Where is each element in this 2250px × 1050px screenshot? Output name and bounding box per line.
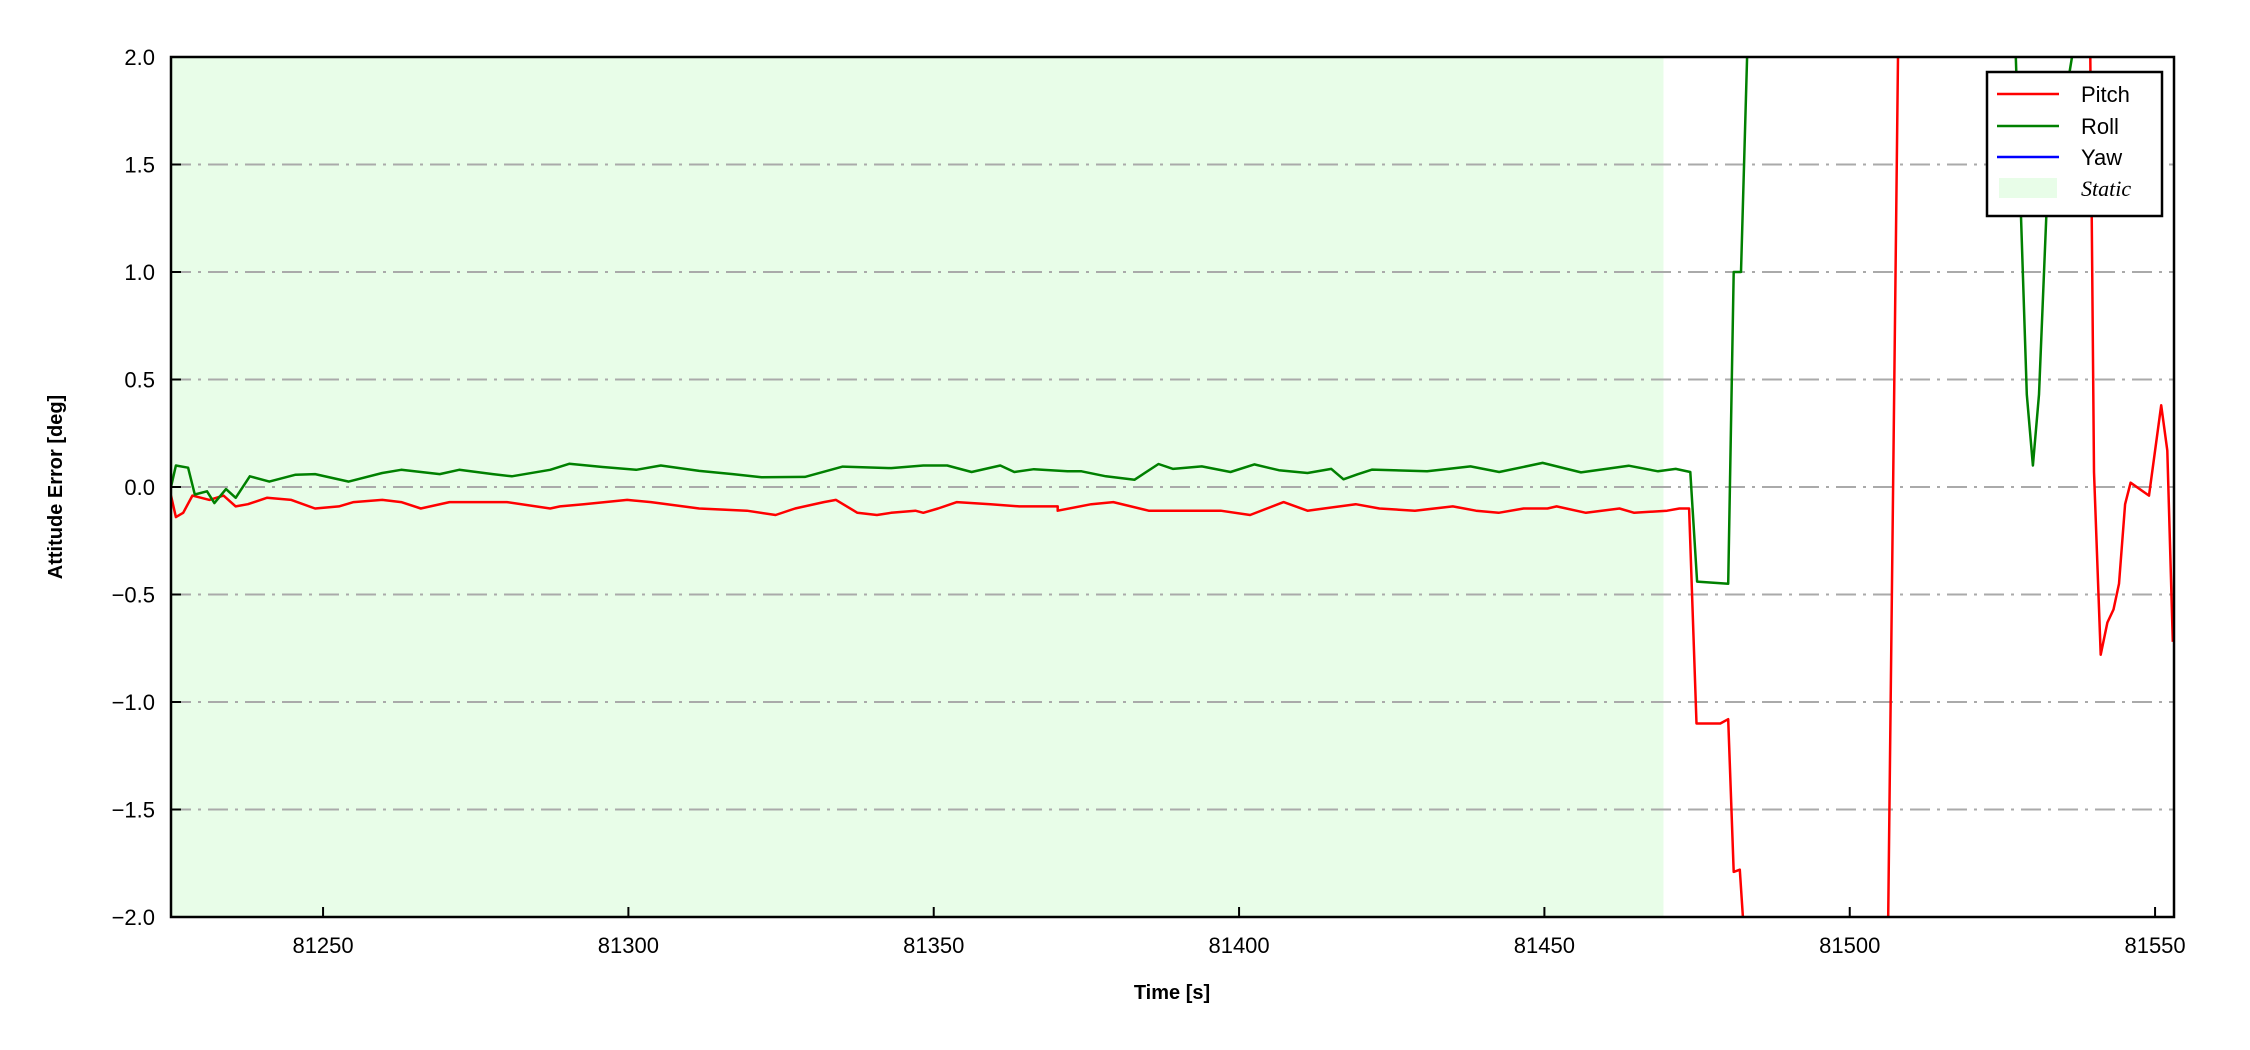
legend-static-patch	[1999, 178, 2057, 198]
axis-ticks: −2.0 −1.5 −1.0 −0.5 0.0 0.5 1.0 1.5 2.0 81250 8130…	[112, 45, 2186, 958]
legend-yaw-label: Yaw	[2081, 145, 2122, 170]
x-tick-label: 81400	[1208, 933, 1269, 958]
x-axis-label: Time [s]	[1134, 982, 1210, 1004]
series-layer	[171, 57, 2174, 917]
x-tick-label: 81500	[1819, 933, 1880, 958]
x-tick-label: 81300	[598, 933, 659, 958]
legend-pitch-label: Pitch	[2081, 82, 2130, 107]
x-tick-label: 81250	[292, 933, 353, 958]
y-tick-label: −2.0	[112, 905, 155, 930]
x-tick-label: 81350	[903, 933, 964, 958]
y-tick-label: −1.5	[112, 798, 155, 823]
x-tick-label: 81450	[1514, 933, 1575, 958]
grid-lines	[171, 163, 2174, 811]
y-tick-label: 0.0	[124, 475, 155, 500]
series-pitch-line	[171, 57, 2174, 917]
y-tick-label: 1.0	[124, 260, 155, 285]
y-tick-label: −1.0	[112, 690, 155, 715]
x-tick-label: 81550	[2124, 933, 2185, 958]
legend: Pitch Roll Yaw Static	[1985, 70, 2164, 218]
y-axis-label: Attitude Error [deg]	[45, 395, 67, 579]
y-tick-label: 0.5	[124, 368, 155, 393]
series-roll-line	[171, 57, 2074, 586]
y-tick-label: 1.5	[124, 153, 155, 178]
y-tick-label: −0.5	[112, 583, 155, 608]
y-tick-label: 2.0	[124, 45, 155, 70]
legend-roll-label: Roll	[2081, 114, 2119, 139]
legend-static-label: Static	[2081, 176, 2131, 201]
